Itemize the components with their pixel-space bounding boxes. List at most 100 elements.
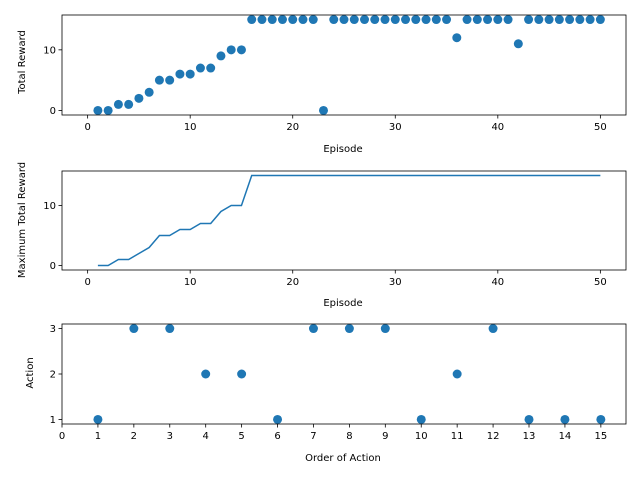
data-point — [329, 15, 339, 25]
data-point — [195, 63, 205, 73]
data-point — [165, 75, 175, 85]
data-point — [488, 324, 498, 334]
x-tick-label: 10 — [184, 122, 197, 133]
x-tick-label: 5 — [238, 431, 244, 442]
x-tick-label: 14 — [559, 431, 572, 442]
data-point — [431, 15, 441, 25]
data-point — [134, 93, 144, 103]
data-point — [226, 45, 236, 55]
data-point — [360, 15, 370, 25]
data-point — [216, 51, 226, 61]
x-tick-label: 10 — [415, 431, 428, 442]
y-tick-label: 10 — [43, 201, 56, 212]
max-total-reward-panel: 0 10 20 30 40 50 0 10 Episode Maximum Total Rew… — [17, 162, 627, 309]
x-tick-label: 0 — [84, 277, 90, 288]
max-total-reward-line — [97, 174, 601, 267]
x-tick-label: 20 — [286, 122, 299, 133]
data-point — [298, 15, 308, 25]
x-tick-label: 13 — [523, 431, 536, 442]
data-point — [472, 15, 482, 25]
data-point — [237, 369, 247, 379]
data-point — [462, 15, 472, 25]
data-point — [452, 33, 462, 43]
x-tick-label: 30 — [389, 122, 402, 133]
data-point — [103, 105, 113, 115]
x-tick-label: 9 — [382, 431, 388, 442]
data-point — [595, 15, 605, 25]
data-point — [524, 15, 534, 25]
data-point — [483, 15, 493, 25]
x-tick-label: 15 — [594, 431, 607, 442]
data-point — [247, 15, 257, 25]
data-point — [421, 15, 431, 25]
x-tick-label: 7 — [310, 431, 316, 442]
total-reward-axes: 0 10 20 30 40 50 0 10 — [43, 14, 627, 133]
data-point — [113, 99, 123, 109]
data-point — [503, 15, 513, 25]
x-tick-label: 8 — [346, 431, 352, 442]
data-point — [124, 99, 134, 109]
y-tick-label: 0 — [50, 106, 56, 117]
y-tick-label: 3 — [50, 324, 56, 335]
series-line — [97, 174, 601, 267]
data-point — [185, 69, 195, 79]
data-point — [206, 63, 216, 73]
data-point — [401, 15, 411, 25]
data-point — [308, 324, 318, 334]
axes-frame — [61, 170, 627, 271]
data-point — [416, 414, 426, 424]
data-point — [411, 15, 421, 25]
data-point — [267, 15, 277, 25]
x-tick-label: 0 — [84, 122, 90, 133]
data-point — [93, 105, 103, 115]
total-reward-points — [93, 15, 605, 115]
y-axis-label: Total Reward — [17, 30, 28, 95]
data-point — [565, 15, 575, 25]
data-point — [596, 414, 606, 424]
x-tick-label: 12 — [487, 431, 500, 442]
data-point — [442, 15, 452, 25]
data-point — [390, 15, 400, 25]
y-tick-label: 0 — [50, 261, 56, 272]
data-point — [273, 414, 283, 424]
axes-frame — [61, 14, 627, 116]
y-tick-label: 1 — [50, 415, 56, 426]
data-point — [513, 39, 523, 49]
x-axis-label: Episode — [323, 298, 362, 309]
x-tick-label: 50 — [594, 122, 607, 133]
data-point — [175, 69, 185, 79]
data-point — [544, 15, 554, 25]
data-point — [344, 324, 354, 334]
data-point — [554, 15, 564, 25]
action-points — [93, 324, 606, 424]
x-tick-label: 1 — [95, 431, 101, 442]
data-point — [308, 15, 318, 25]
x-axis-label: Order of Action — [305, 453, 381, 464]
data-point — [585, 15, 595, 25]
data-point — [575, 15, 585, 25]
data-point — [560, 414, 570, 424]
x-tick-label: 6 — [274, 431, 280, 442]
x-tick-label: 4 — [203, 431, 209, 442]
data-point — [277, 15, 287, 25]
data-point — [154, 75, 164, 85]
y-axis-label: Action — [25, 357, 36, 388]
data-point — [165, 324, 175, 334]
data-point — [534, 15, 544, 25]
y-tick-label: 2 — [50, 370, 56, 381]
data-point — [452, 369, 462, 379]
data-point — [524, 414, 534, 424]
x-tick-label: 3 — [167, 431, 173, 442]
data-point — [318, 105, 328, 115]
data-point — [380, 324, 390, 334]
data-point — [370, 15, 380, 25]
x-tick-label: 50 — [594, 277, 607, 288]
x-tick-label: 10 — [184, 277, 197, 288]
data-point — [493, 15, 503, 25]
x-tick-label: 11 — [451, 431, 464, 442]
x-tick-label: 40 — [491, 277, 504, 288]
data-point — [349, 15, 359, 25]
